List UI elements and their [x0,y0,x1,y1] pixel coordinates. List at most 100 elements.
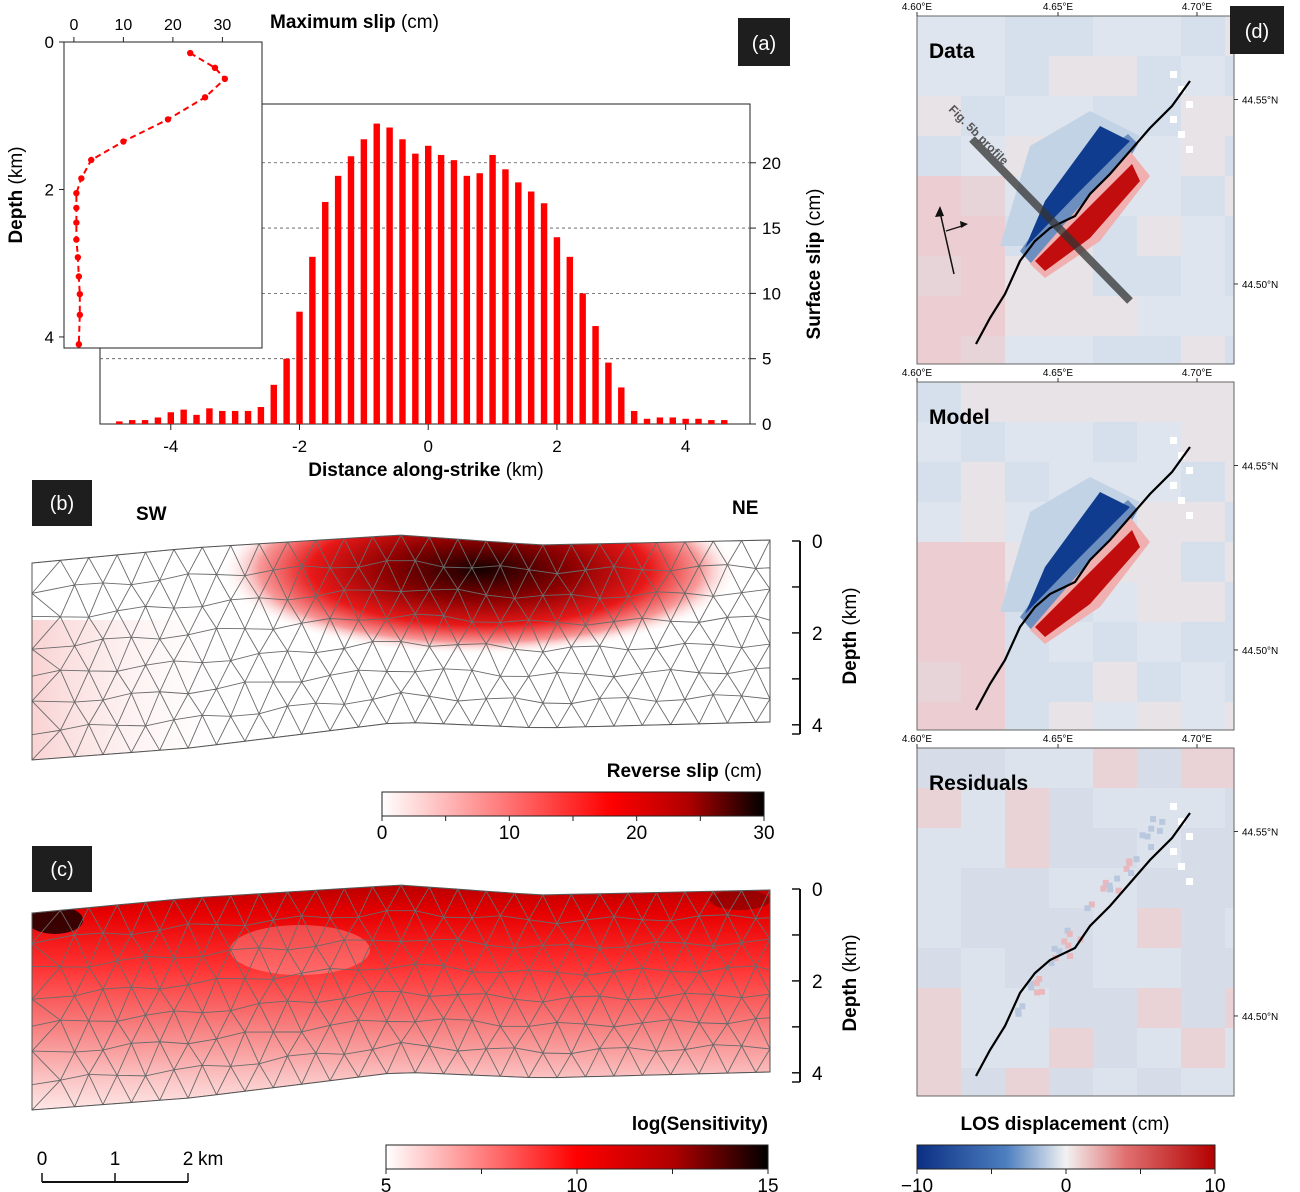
inset-profile-points [73,49,229,348]
map-tile [1137,256,1181,296]
residual-pixel [1126,860,1133,867]
lat-tick-label: 44.50°N [1242,280,1278,291]
red-lobe-core [1035,530,1140,637]
map-tile [1093,988,1137,1028]
bar [206,408,213,424]
bar [128,420,136,424]
no-data-pixel [1186,101,1193,108]
inset-x-label: Maximum slip (cm) [270,12,439,33]
bar [154,417,162,424]
inset-point [187,49,194,57]
bar [193,414,200,424]
map-tile [961,1068,1005,1096]
slip-depth-label: Depth (km) [840,587,861,684]
map-tile [961,582,1005,622]
residual-pixel [1148,825,1155,832]
map-tile [961,502,1005,542]
map-tile [917,136,961,176]
bar [618,387,625,424]
sensitivity-colorbar-ticks: 5 10 15 [381,1169,779,1192]
bar [656,417,664,424]
inset-point [74,254,82,261]
slip-mesh-outline [31,534,771,761]
map-tile [961,988,1005,1028]
colorbar-tick-label: 10 [499,823,520,844]
bar [296,311,303,424]
map-tile [917,502,961,542]
map-tile [1137,1068,1181,1096]
no-data-pixel [1170,803,1177,810]
bar-chart-x-label: Distance along-strike (km) [308,460,543,481]
y-tick-label: 0 [762,415,771,434]
residual-pixel [1115,887,1122,894]
residual-pixel [1156,827,1163,834]
map-tile [961,56,1005,96]
colorbar-tick-label: 15 [757,1176,778,1192]
map-tile [1225,16,1234,56]
map-tile [1049,56,1093,96]
inset-y-tick-label: 2 [45,180,54,199]
map-tile [1093,296,1137,336]
inset-y-tick-label: 4 [45,328,54,347]
bar [643,418,651,424]
map-tile [1137,948,1181,988]
lon-tick-label: 4.70°E [1182,2,1212,13]
fault-trace [975,812,1191,1077]
map-tile [1137,382,1181,422]
map-tile [917,296,961,336]
map-tile [961,96,1005,136]
residual-pixel [1139,832,1146,839]
bar-chart-bars [116,123,728,425]
map-tile [1225,256,1234,296]
residual-pixel [1159,818,1166,825]
map-tile [1225,868,1234,908]
map-frame [916,381,1235,731]
map-tile [1225,948,1234,988]
map-tile [917,908,961,948]
depth-tick-label: 0 [812,880,823,901]
bar [489,154,496,424]
x-tick-label: -4 [163,437,178,456]
lon-tick-label: 4.60°E [902,2,932,13]
map-tile [1093,16,1137,56]
depth-tick-label: 4 [812,716,823,737]
slip-colorbar-ticks: 0 10 20 30 [377,816,775,844]
map-tile [1049,788,1093,828]
bar [231,410,239,424]
map-tile [917,542,961,582]
map-tile [1225,422,1234,462]
bar [180,409,187,424]
map-tile [1093,748,1137,788]
depth-tick-label: 4 [812,1064,823,1085]
profile-line [969,136,1133,304]
map-tile [1181,216,1225,256]
bar [527,191,535,424]
bar [386,127,393,425]
bar [244,410,252,424]
map-tile [1181,422,1225,462]
bar [283,358,290,424]
map-tile [1005,16,1049,56]
no-data-pixel [1170,482,1177,489]
map-tile [961,702,1005,730]
map-tile [961,336,1005,364]
map-tile [917,948,961,988]
no-data-pixel [1170,116,1177,123]
lon-tick-label: 4.70°E [1182,734,1212,745]
panel-c-label-box [32,846,92,892]
no-data-pixel [1186,878,1193,885]
bar [322,201,329,424]
heading-arrow [939,211,955,275]
residual-pixel [1123,865,1130,872]
map-tile [961,462,1005,502]
map-tile [1137,748,1181,788]
map-tile [917,382,961,422]
bar-chart-y-ticks: 0 5 10 15 20 [750,154,781,434]
los-colorbar-title: LOS displacement (cm) [960,1114,1169,1135]
map-tile [1225,582,1234,622]
bar [695,418,702,424]
bar-chart-x-ticks: -4 -2 0 2 4 [163,424,690,456]
map-tile [961,828,1005,868]
